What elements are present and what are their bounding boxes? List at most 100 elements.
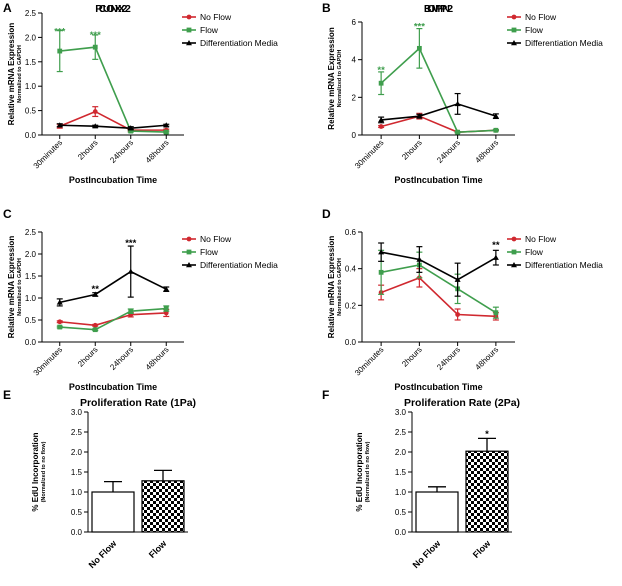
data-point — [454, 276, 461, 282]
y-tick-label: 0.5 — [25, 107, 37, 116]
data-point — [378, 269, 384, 275]
legend-marker — [511, 249, 517, 255]
x-tick-label: 48hours — [473, 345, 500, 372]
legend-marker — [186, 14, 192, 20]
y-tick-label: 3.0 — [71, 408, 83, 417]
y-tick-label: 0.5 — [71, 508, 83, 517]
y-tick-label: 0.0 — [25, 338, 37, 347]
y-tick-label: 1.0 — [25, 82, 37, 91]
data-point — [378, 80, 384, 86]
significance-marker: *** — [125, 238, 136, 249]
significance-marker: *** — [414, 22, 425, 33]
x-tick-label: 24hours — [108, 345, 135, 372]
series-differentiation-media — [56, 122, 170, 131]
legend-marker — [186, 236, 192, 242]
data-point — [455, 312, 461, 317]
y-tick-label: 0.0 — [71, 528, 83, 537]
data-point — [163, 286, 170, 292]
y-axis-sublabel: Normalized to GAPDH — [337, 50, 343, 108]
data-point — [56, 299, 63, 305]
x-tick-label: 30minutes — [32, 345, 64, 377]
data-point — [416, 45, 422, 51]
panel-letter: F — [322, 388, 329, 402]
legend-label: Flow — [200, 25, 219, 35]
series-line — [59, 110, 167, 131]
y-axis-sublabel: Normalized to GAPDH — [17, 258, 23, 316]
series-line — [380, 264, 497, 314]
data-point — [416, 113, 423, 119]
significance-marker: ** — [377, 65, 385, 76]
data-point — [163, 306, 169, 311]
y-tick-label: 1.5 — [25, 58, 37, 67]
x-tick-label: 48hours — [144, 345, 171, 372]
y-tick-label: 2.0 — [71, 448, 83, 457]
chart-title: Proliferation Rate (1Pa) — [80, 397, 196, 409]
x-tick-label: 24hours — [108, 138, 135, 165]
x-axis-label: PostIncubation Time — [69, 175, 157, 185]
data-point — [127, 268, 134, 274]
x-tick-label: 2hours — [76, 138, 100, 162]
y-axis-label: Relative mRNA Expression — [327, 236, 336, 339]
legend-marker — [511, 262, 517, 268]
data-point — [92, 327, 98, 333]
y-tick-label: 4 — [352, 56, 357, 65]
data-point — [92, 322, 98, 328]
x-tick-label: 48hours — [473, 138, 500, 165]
y-tick-label: 2.0 — [25, 33, 37, 42]
significance-marker: ** — [92, 284, 100, 295]
data-point — [163, 122, 170, 128]
x-tick-label: No Flow — [87, 538, 120, 571]
series-differentiation-media — [378, 242, 499, 297]
y-tick-label: 2.0 — [395, 448, 407, 457]
data-point — [57, 319, 63, 325]
series-line — [380, 276, 496, 318]
data-point — [56, 122, 63, 128]
y-tick-label: 2.5 — [395, 428, 407, 437]
y-tick-label: 1.0 — [71, 488, 83, 497]
bar — [415, 491, 459, 533]
data-point — [493, 127, 499, 133]
significance-marker: * — [485, 429, 489, 440]
series-line — [381, 103, 497, 121]
y-tick-label: 0.0 — [395, 528, 407, 537]
x-tick-label: Flow — [147, 538, 169, 560]
x-tick-label: 2hours — [400, 138, 424, 162]
y-axis-label: % EdU Incorporation — [31, 432, 40, 511]
series-flow — [378, 27, 499, 135]
chart-title: OPN — [427, 3, 450, 15]
chart-title: BMP2 — [424, 3, 453, 15]
data-point — [492, 113, 499, 119]
x-tick-label: 48hours — [144, 138, 171, 165]
data-point — [92, 109, 98, 114]
x-tick-label: 2hours — [400, 345, 424, 369]
y-tick-label: 0.6 — [345, 228, 357, 237]
y-tick-label: 0.5 — [25, 316, 37, 325]
legend-marker — [511, 40, 517, 46]
data-point — [492, 254, 499, 260]
y-tick-label: 1.5 — [71, 468, 83, 477]
chart-title: RUNX2 — [95, 3, 131, 15]
series-differentiation-media — [56, 245, 170, 307]
legend-label: Flow — [200, 247, 219, 257]
chart-title: Proliferation Rate (2Pa) — [404, 397, 520, 409]
bar — [141, 480, 185, 533]
significance-marker: ** — [492, 240, 500, 251]
y-tick-label: 0.2 — [345, 301, 357, 310]
y-tick-label: 1.0 — [395, 488, 407, 497]
y-axis-label: % EdU Incorporation — [355, 432, 364, 511]
y-tick-label: 2.5 — [25, 9, 37, 18]
panel-letter: B — [322, 1, 331, 15]
y-tick-label: 0.5 — [395, 508, 407, 517]
y-tick-label: 6 — [352, 18, 357, 27]
data-point — [378, 249, 385, 255]
series-flow — [378, 249, 499, 319]
panel-b: B BMP2 0 2 4 6 Relative mRNA Expression Normali… — [322, 1, 603, 185]
data-point — [128, 128, 134, 134]
x-axis-label: PostIncubation Time — [394, 382, 482, 392]
data-point — [378, 116, 385, 123]
y-tick-label: 0 — [352, 131, 357, 140]
legend-label: Differentiation Media — [525, 260, 603, 270]
data-point — [92, 291, 99, 297]
legend-label: Differentiation Media — [200, 260, 278, 270]
